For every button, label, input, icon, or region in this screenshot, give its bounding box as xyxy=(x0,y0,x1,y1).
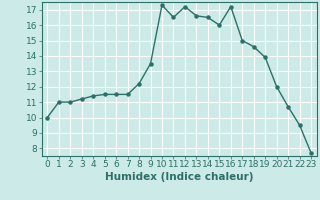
X-axis label: Humidex (Indice chaleur): Humidex (Indice chaleur) xyxy=(105,172,253,182)
